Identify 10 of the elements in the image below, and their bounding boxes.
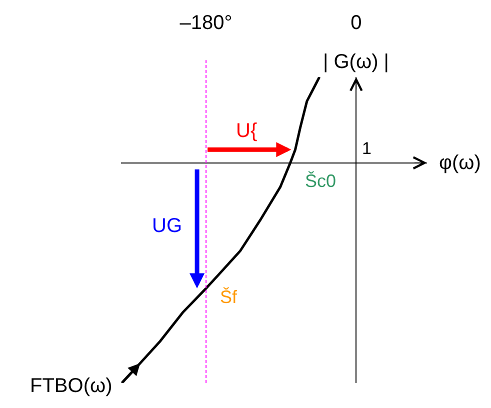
x-tick-label: –180° [180,12,232,34]
annotation: U{ [236,120,258,142]
y-axis-title: | G(ω) | [323,51,389,73]
annotation: Šf [220,287,238,307]
annotation: UG [152,215,182,237]
annotation: Šc0 [305,171,336,191]
legend-label: FTBO(ω) [30,375,112,397]
x-tick-label: 0 [350,12,362,34]
annotation: 1 [362,139,372,158]
x-axis-title: φ(ω) [439,152,481,174]
